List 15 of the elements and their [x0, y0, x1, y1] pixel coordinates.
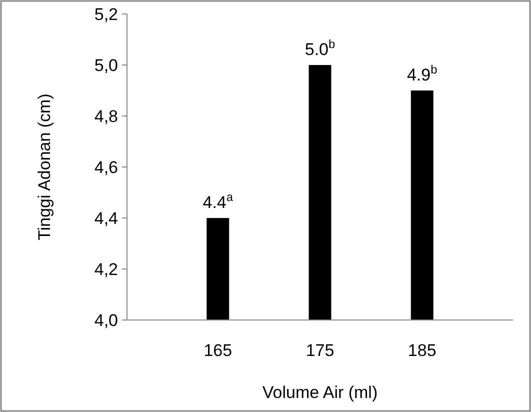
y-tick-label: 4,8: [94, 106, 118, 126]
x-tick-label: 185: [408, 341, 436, 360]
y-axis-title: Tinggi Adonan (cm): [35, 94, 54, 240]
y-tick-label: 4,2: [94, 260, 118, 279]
y-tick-label: 4,6: [94, 158, 118, 177]
data-label: 4.4$^{a}$: [202, 190, 234, 212]
y-tick-label: 4,4: [94, 208, 118, 228]
y-tick-label: 4,0: [94, 310, 118, 330]
x-tick-label: 165: [204, 341, 232, 360]
data-label: 4.9$^{b}$: [406, 62, 438, 84]
y-tick-label: 5,2: [94, 4, 118, 24]
y-tick-label: 5,0: [94, 56, 118, 75]
x-tick-label: 175: [306, 341, 334, 360]
x-axis-title: Volume Air (ml): [262, 383, 378, 402]
data-label: 5.0$^{b}$: [304, 37, 336, 59]
